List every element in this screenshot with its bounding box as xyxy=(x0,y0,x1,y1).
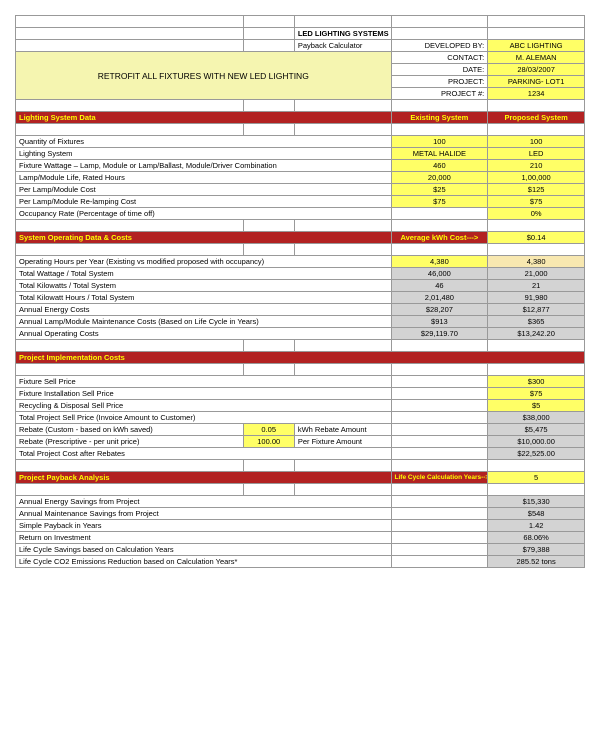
s2-a: $29,119.70 xyxy=(391,328,488,340)
s1-proposed[interactable]: 210 xyxy=(488,160,585,172)
s1-row-label: Per Lamp/Module Re-lamping Cost xyxy=(16,196,392,208)
developed-by-label: DEVELOPED BY: xyxy=(391,40,488,52)
s4-row-label: Life Cycle CO2 Emissions Reduction based… xyxy=(16,556,392,568)
s2-a[interactable]: 4,380 xyxy=(391,256,488,268)
s2-b: $12,877 xyxy=(488,304,585,316)
s4-b: $548 xyxy=(488,508,585,520)
s1-existing[interactable]: 100 xyxy=(391,136,488,148)
s3-b[interactable]: $75 xyxy=(488,388,585,400)
s1-row-label: Lighting System xyxy=(16,148,392,160)
s2-b: $13,242.20 xyxy=(488,328,585,340)
s1-proposed[interactable]: $75 xyxy=(488,196,585,208)
s4-row-label: Simple Payback in Years xyxy=(16,520,392,532)
s1-row-label: Occupancy Rate (Percentage of time off) xyxy=(16,208,392,220)
s2-row-label: Annual Operating Costs xyxy=(16,328,392,340)
s1-existing[interactable]: 460 xyxy=(391,160,488,172)
s1-row-label: Lamp/Module Life, Rated Hours xyxy=(16,172,392,184)
rebate-unit-label: Per Fixture Amount xyxy=(294,436,391,448)
s2-a: $913 xyxy=(391,316,488,328)
s1-proposed[interactable]: $125 xyxy=(488,184,585,196)
s3-b: $5,475 xyxy=(488,424,585,436)
s1-existing[interactable]: $75 xyxy=(391,196,488,208)
s4-row-label: Life Cycle Savings based on Calculation … xyxy=(16,544,392,556)
s1-proposed[interactable]: 0% xyxy=(488,208,585,220)
s3-b[interactable]: $300 xyxy=(488,376,585,388)
projectnum-value[interactable]: 1234 xyxy=(488,88,585,100)
col-existing: Existing System xyxy=(391,112,488,124)
s4-b: $79,388 xyxy=(488,544,585,556)
s2-row-label: Annual Energy Costs xyxy=(16,304,392,316)
s1-existing xyxy=(391,208,488,220)
section2-header: System Operating Data & Costs xyxy=(16,232,392,244)
s4-b: 68.06% xyxy=(488,532,585,544)
section3-header: Project Implementation Costs xyxy=(16,352,585,364)
s3-b: $10,000.00 xyxy=(488,436,585,448)
s4-row-label: Return on Investment xyxy=(16,532,392,544)
s2-col-mid: Average kWh Cost---> xyxy=(391,232,488,244)
s2-b: 21 xyxy=(488,280,585,292)
s2-b: 21,000 xyxy=(488,268,585,280)
contact-value[interactable]: M. ALEMAN xyxy=(488,52,585,64)
s2-row-label: Total Wattage / Total System xyxy=(16,268,392,280)
projectnum-label: PROJECT #: xyxy=(391,88,488,100)
s1-row-label: Per Lamp/Module Cost xyxy=(16,184,392,196)
s2-b: $365 xyxy=(488,316,585,328)
s1-existing[interactable]: METAL HALIDE xyxy=(391,148,488,160)
s4-col-mid: Life Cycle Calculation Years--> xyxy=(391,472,488,484)
s4-row-label: Annual Energy Savings from Project xyxy=(16,496,392,508)
date-label: DATE: xyxy=(391,64,488,76)
s3-row-label: Fixture Sell Price xyxy=(16,376,392,388)
s2-a: 46,000 xyxy=(391,268,488,280)
s2-a: 46 xyxy=(391,280,488,292)
s4-b: 1.42 xyxy=(488,520,585,532)
col-proposed: Proposed System xyxy=(488,112,585,124)
s2-row-label: Operating Hours per Year (Existing vs mo… xyxy=(16,256,392,268)
contact-label: CONTACT: xyxy=(391,52,488,64)
developed-by-value[interactable]: ABC LIGHTING xyxy=(488,40,585,52)
rebate-unit-input[interactable]: 100.00 xyxy=(243,436,294,448)
s4-col-right[interactable]: 5 xyxy=(488,472,585,484)
rebate-kwh-input[interactable]: 0.05 xyxy=(243,424,294,436)
section4-header: Project Payback Analysis xyxy=(16,472,392,484)
s3-b: $22,525.00 xyxy=(488,448,585,460)
date-value[interactable]: 28/03/2007 xyxy=(488,64,585,76)
s1-existing[interactable]: $25 xyxy=(391,184,488,196)
s3-b: $38,000 xyxy=(488,412,585,424)
s4-row-label: Annual Maintenance Savings from Project xyxy=(16,508,392,520)
s1-proposed[interactable]: LED xyxy=(488,148,585,160)
s3-row-label: Total Project Sell Price (Invoice Amount… xyxy=(16,412,392,424)
s3-row-label: Rebate (Custom - based on kWh saved) xyxy=(16,424,244,436)
s4-b: $15,330 xyxy=(488,496,585,508)
rebate-kwh-label: kWh Rebate Amount xyxy=(294,424,391,436)
s3-row-label: Total Project Cost after Rebates xyxy=(16,448,392,460)
s3-row-label: Fixture Installation Sell Price xyxy=(16,388,392,400)
s3-b[interactable]: $5 xyxy=(488,400,585,412)
s4-b: 285.52 tons xyxy=(488,556,585,568)
s2-col-right[interactable]: $0.14 xyxy=(488,232,585,244)
s1-existing[interactable]: 20,000 xyxy=(391,172,488,184)
s2-a: $28,207 xyxy=(391,304,488,316)
section1-header: Lighting System Data xyxy=(16,112,392,124)
s1-proposed[interactable]: 1,00,000 xyxy=(488,172,585,184)
retrofit-banner: RETROFIT ALL FIXTURES WITH NEW LED LIGHT… xyxy=(16,52,392,100)
s2-row-label: Total Kilowatt Hours / Total System xyxy=(16,292,392,304)
s2-row-label: Annual Lamp/Module Maintenance Costs (Ba… xyxy=(16,316,392,328)
s1-proposed[interactable]: 100 xyxy=(488,136,585,148)
project-value[interactable]: PARKING- LOT1 xyxy=(488,76,585,88)
s3-row-label: Recycling & Disposal Sell Price xyxy=(16,400,392,412)
s3-row-label: Rebate (Prescriptive - per unit price) xyxy=(16,436,244,448)
project-label: PROJECT: xyxy=(391,76,488,88)
s2-b: 91,980 xyxy=(488,292,585,304)
s1-row-label: Quantity of Fixtures xyxy=(16,136,392,148)
subtitle: Payback Calculator xyxy=(294,40,391,52)
s2-row-label: Total Kilowatts / Total System xyxy=(16,280,392,292)
s2-b: 4,380 xyxy=(488,256,585,268)
s1-row-label: Fixture Wattage – Lamp, Module or Lamp/B… xyxy=(16,160,392,172)
title: LED LIGHTING SYSTEMS xyxy=(294,28,391,40)
payback-calculator-sheet: LED LIGHTING SYSTEMS Payback Calculator … xyxy=(15,15,585,568)
s2-a: 2,01,480 xyxy=(391,292,488,304)
